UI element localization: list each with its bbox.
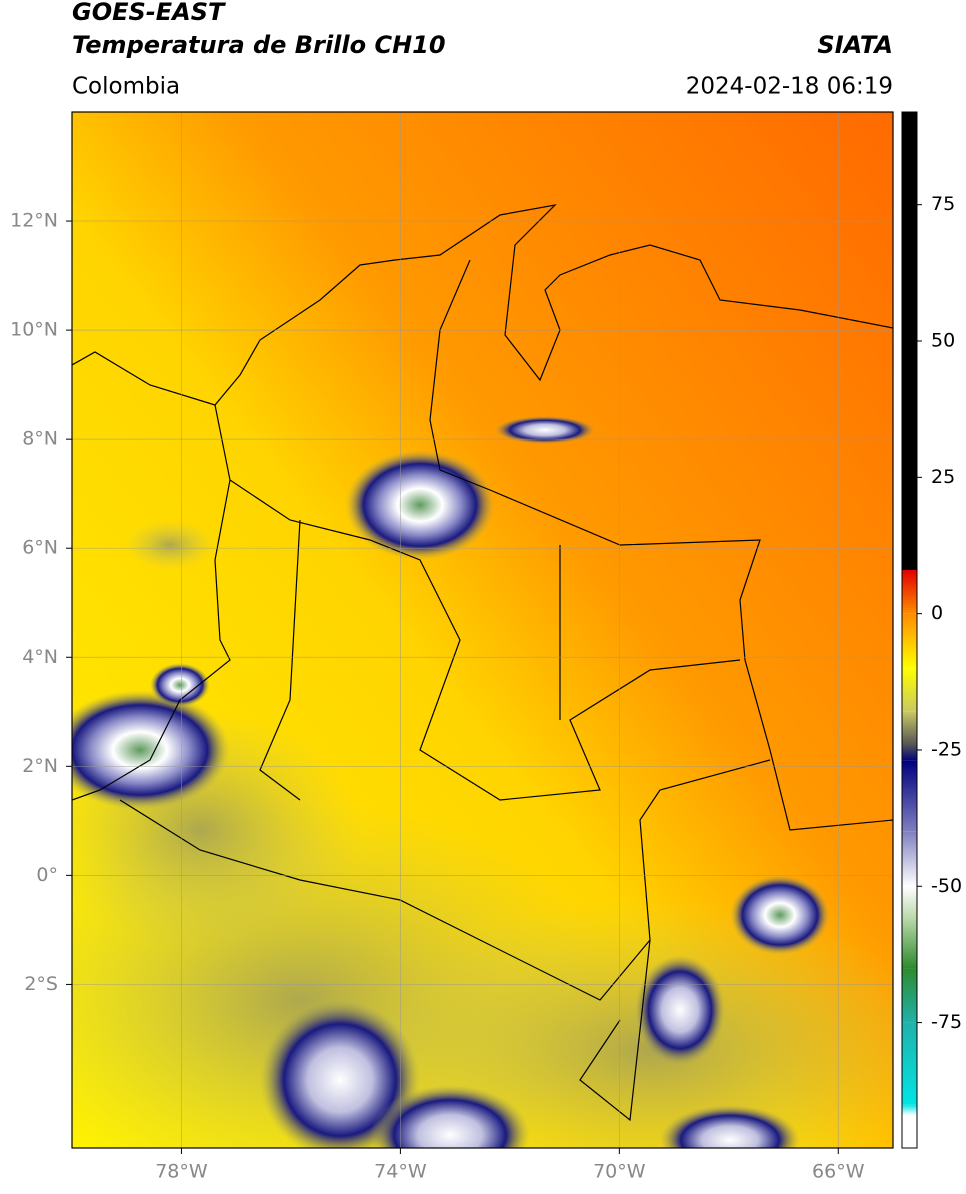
storm-cell	[495, 416, 595, 444]
region: Colombia	[72, 74, 180, 100]
source: SIATA	[817, 31, 893, 59]
colorbar-segment	[902, 711, 917, 745]
colorbar-tick-label: 50	[931, 330, 955, 352]
colorbar-tick-label: 0	[931, 602, 943, 624]
border	[429, 259, 893, 831]
colorbar-segment	[902, 668, 917, 712]
x-tick-label: 66°W	[812, 1161, 865, 1183]
y-tick-label: 4°N	[22, 646, 58, 668]
y-tick-label: 2°N	[22, 755, 58, 777]
map-frame	[71, 111, 894, 1149]
y-tick-label: 12°N	[10, 210, 58, 232]
colorbar-tick-label: 25	[931, 466, 955, 488]
storm-cell	[660, 1105, 800, 1148]
haze	[125, 520, 215, 570]
colorbar-tick-label: -25	[931, 738, 962, 760]
storm-cell	[345, 450, 495, 560]
colorbar-segment	[902, 831, 917, 887]
colorbar-segment	[902, 613, 917, 669]
colorbar-segment	[902, 886, 917, 919]
storm-cell	[72, 690, 230, 810]
storm-cell	[370, 1085, 530, 1148]
colorbar-segment	[902, 760, 917, 832]
colorbar-tick-label: -50	[931, 875, 962, 897]
haze	[350, 900, 893, 1148]
x-tick-label: 78°W	[155, 1161, 208, 1183]
y-tick-label: 8°N	[22, 428, 58, 450]
colorbar-segment	[902, 1104, 917, 1116]
colorbar-segment	[902, 1022, 917, 1105]
border	[229, 479, 741, 801]
colorbar-segment	[902, 112, 917, 571]
colorbar-segment	[902, 918, 917, 969]
datetime: 2024-02-18 06:19	[686, 74, 893, 100]
subtitle: Temperatura de Brillo CH10	[72, 31, 446, 59]
borders	[72, 204, 893, 1122]
coastline	[72, 204, 893, 406]
y-tick-label: 10°N	[10, 319, 58, 341]
colorbar-segment	[902, 968, 917, 1023]
storm-cell	[730, 875, 830, 955]
colorbar-segment	[902, 1115, 917, 1148]
border	[119, 759, 771, 1001]
colorbar-tick-label: -75	[931, 1011, 962, 1033]
x-tick-label: 74°W	[374, 1161, 427, 1183]
y-tick-label: 2°S	[24, 973, 58, 995]
y-tick-label: 0°	[36, 864, 58, 886]
colorbar-tick-label: 75	[931, 193, 955, 215]
y-tick-label: 6°N	[22, 537, 58, 559]
storm-cell	[635, 955, 725, 1065]
x-tick-label: 70°W	[593, 1161, 646, 1183]
coastline	[72, 404, 231, 801]
colorbar-segment	[902, 570, 917, 614]
colorbar-segment	[902, 744, 917, 761]
border	[579, 939, 651, 1122]
storm-cell	[150, 663, 210, 707]
border	[259, 519, 301, 801]
colorbar-frame	[901, 111, 918, 1149]
map-imagery	[72, 112, 893, 1148]
title: GOES-EAST	[72, 0, 226, 26]
